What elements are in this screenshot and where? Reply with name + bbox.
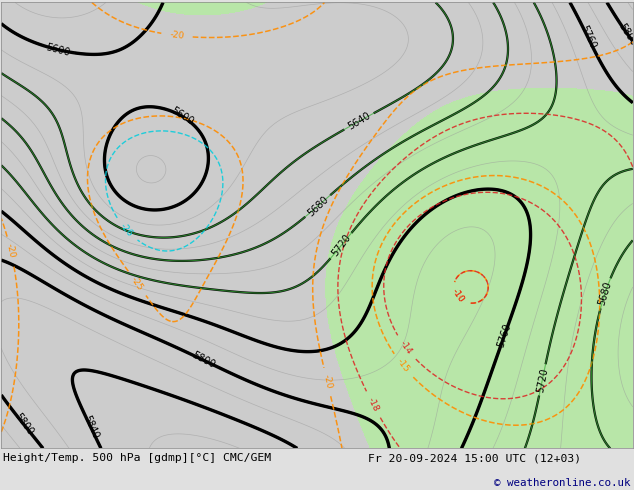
Text: 5800: 5800 (191, 350, 217, 370)
Text: -15: -15 (395, 357, 411, 374)
Text: 5720: 5720 (535, 367, 550, 393)
Text: Fr 20-09-2024 15:00 UTC (12+03): Fr 20-09-2024 15:00 UTC (12+03) (368, 453, 581, 463)
Text: 5600: 5600 (169, 105, 195, 127)
Text: 5760: 5760 (578, 24, 598, 51)
Text: 5640: 5640 (346, 111, 372, 132)
Text: -20: -20 (169, 30, 184, 41)
Text: -20: -20 (5, 243, 16, 259)
Text: -26: -26 (118, 221, 134, 238)
Text: -10: -10 (450, 287, 465, 305)
Text: 5720: 5720 (330, 233, 353, 259)
Text: © weatheronline.co.uk: © weatheronline.co.uk (495, 478, 631, 488)
Text: 5840: 5840 (81, 414, 100, 441)
Text: -14: -14 (398, 339, 414, 356)
Text: -20: -20 (321, 374, 333, 390)
Text: 5800: 5800 (13, 412, 36, 438)
Text: -18: -18 (366, 396, 380, 413)
Text: 5760: 5760 (496, 322, 513, 348)
Text: 5680: 5680 (306, 194, 330, 218)
Text: 5600: 5600 (45, 42, 72, 58)
Text: 5680: 5680 (597, 280, 614, 306)
Text: -25: -25 (129, 275, 145, 292)
Text: Height/Temp. 500 hPa [gdmp][°C] CMC/GEM: Height/Temp. 500 hPa [gdmp][°C] CMC/GEM (3, 453, 271, 463)
Text: 5800: 5800 (617, 22, 634, 48)
Text: -10: -10 (450, 287, 465, 305)
